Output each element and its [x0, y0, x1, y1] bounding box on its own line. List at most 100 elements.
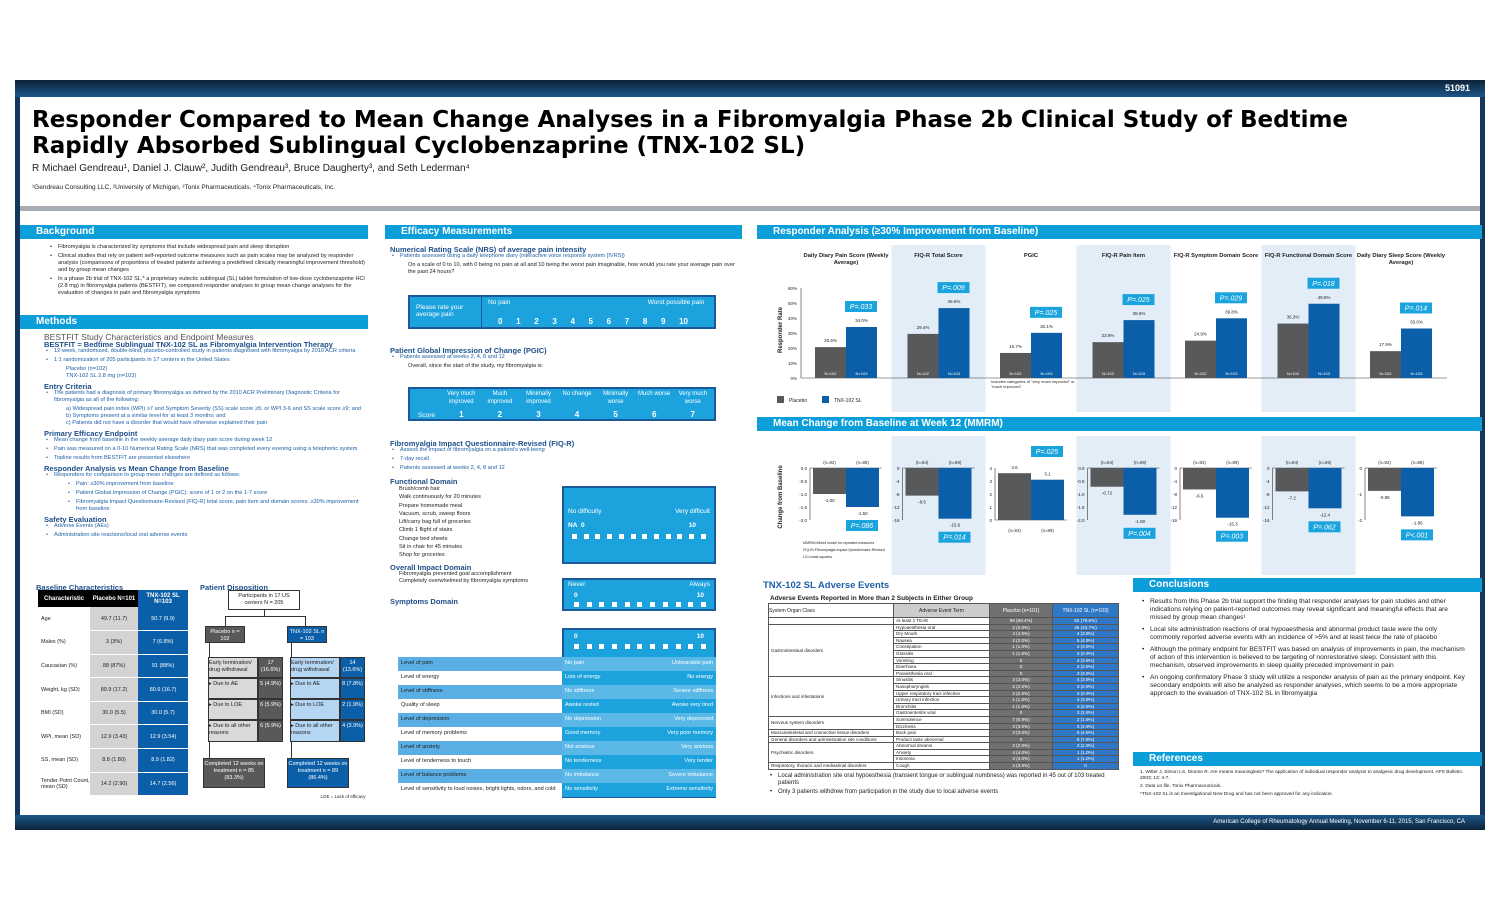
scale-checkbox[interactable] [650, 644, 656, 649]
bar-placebo [1000, 352, 1031, 378]
symptom-low: Good memory [565, 730, 601, 736]
symptom-label: Level of sensitivity to loud noises, bri… [401, 786, 556, 792]
bar-tnx [938, 308, 970, 378]
ae-tnx-value: 2 (1.9%) [1052, 715, 1119, 724]
pgic-options: Very much improved 1 Much improved 2 Minimal… [442, 391, 712, 419]
chart-footnote: LS=Least squares [803, 555, 832, 559]
primary-bullet: Mean change from baseline in the weekly … [44, 437, 366, 444]
bar-n-label: N=102 [1380, 371, 1393, 376]
y-tick-label: 0 [1359, 466, 1362, 471]
authors: R Michael Gendreau¹, Daniel J. Clauw², J… [32, 163, 470, 174]
scale-checkbox[interactable] [612, 602, 618, 607]
entry-item: a) Widespread pain index (WPI) ≥7 and Sy… [66, 406, 361, 412]
scale-checkbox[interactable] [662, 602, 668, 607]
bar-placebo [1185, 340, 1216, 378]
ae-tnx-value: 3 (2.9%) [1052, 682, 1119, 691]
scale-checkbox[interactable] [675, 602, 681, 607]
functional-items: Brush/comb hair Walk continuously for 20 … [390, 485, 740, 560]
scale-checkbox[interactable] [599, 602, 605, 607]
connector-line [225, 616, 226, 626]
symptom-row: Level of balance problems No imbalance Sev… [398, 769, 716, 783]
scale-checkbox[interactable] [665, 534, 671, 539]
baseline-column-header: Characteristic [38, 590, 90, 607]
arm-placebo: Placebo (n=102) [66, 366, 108, 372]
baseline-cell: BMI (SD) [38, 701, 90, 726]
scale-checkbox[interactable] [612, 644, 618, 649]
bar-value-label: 46.6% [948, 299, 961, 304]
overall-item: Fibromyalgia prevented goal accomplishme… [399, 570, 512, 577]
scale-checkbox[interactable] [630, 534, 636, 539]
scale-checkbox[interactable] [586, 644, 592, 649]
p-value-text: P=.018 [1312, 281, 1334, 288]
pgic-option-label: Minimally improved [525, 391, 551, 405]
ae-tnx-value: 0 [1052, 762, 1119, 770]
symptom-row: Level of pain No pain Unbearable pain [398, 657, 716, 671]
pgic-option-score: 4 [574, 410, 580, 419]
scale-checkbox[interactable] [688, 644, 694, 649]
baseline-header-row: Characteristic Placebo N=101 TNX-102 SL N=… [38, 590, 188, 607]
scale-checkbox[interactable] [637, 644, 643, 649]
methods-subtitle: BESTFIT = Bedtime Sublingual TNX-102 SL … [44, 340, 333, 349]
scale-checkbox[interactable] [574, 644, 579, 649]
disposition-total-box: Participants in 17 US centers N = 205 [228, 590, 300, 610]
scale-checkbox[interactable] [677, 534, 683, 539]
scale-checkbox[interactable] [574, 602, 579, 607]
ae-tnx-value: 5 (4.9%) [1052, 636, 1119, 645]
baseline-cell: SS, mean (SD) [38, 748, 90, 773]
scale-checkbox[interactable] [599, 644, 605, 649]
symptom-anchors: Lots of energy No energy [562, 671, 716, 685]
scale-checkbox[interactable] [624, 602, 630, 607]
scale-checkbox[interactable] [700, 644, 706, 649]
bar-n-label: (n=84) [1101, 460, 1114, 465]
legend-label-tnx: TNX-102 SL [834, 398, 862, 404]
symptom-low: Lots of energy [565, 674, 601, 680]
disposition-placebo-reason: Early termination/ drug withdrawal [208, 657, 258, 678]
category-text: FIQ-R Total Score [914, 253, 963, 259]
symptom-high: Very poor memory [667, 730, 713, 736]
symptom-label: Quality of sleep [401, 702, 440, 708]
scale-checkbox[interactable] [607, 534, 613, 539]
scale-checkbox[interactable] [662, 644, 668, 649]
category-text: Daily Diary Sleep Score (Weekly Average) [1356, 253, 1446, 266]
scale-checkbox[interactable] [586, 602, 592, 607]
background-list: Fibromyalgia is characterized by symptom… [48, 244, 366, 299]
p-value-badge [1401, 529, 1433, 541]
scale-checkbox[interactable] [572, 534, 577, 539]
baseline-cell: 30.0 (5.7) [138, 701, 188, 726]
y-tick-label: -1 [1358, 492, 1362, 497]
ae-tnx-value: 5 (4.9%) [1052, 729, 1119, 737]
disposition-tnx-count: 4 (3.9%) [340, 720, 365, 742]
y-tick-label: -12 [1263, 505, 1270, 510]
scale-checkbox[interactable] [583, 534, 589, 539]
scale-checkbox[interactable] [642, 534, 648, 539]
scale-checkbox[interactable] [689, 534, 695, 539]
bar-n-label: (n=88) [856, 460, 869, 465]
ae-placebo-value: 0 [989, 669, 1053, 678]
scale-checkbox[interactable] [618, 534, 624, 539]
bar-value-label: 34.0% [855, 318, 868, 323]
scale-checkbox[interactable] [700, 534, 706, 539]
ae-term: Nasopharyngitis [893, 682, 990, 691]
scale-checkbox[interactable] [688, 602, 694, 607]
ae-organ-class: Respiratory, thoracic and mediastinal di… [768, 762, 894, 770]
functional-item: Sit in chair for 45 minutes [399, 544, 463, 551]
scale-checkbox[interactable] [650, 602, 656, 607]
responder-item: Patient Global Impression of Change (PGI… [66, 490, 366, 497]
bar-value-label: 3.1 [1044, 472, 1051, 477]
pgic-score-label: Score [418, 412, 435, 419]
scale-checkbox[interactable] [675, 644, 681, 649]
scale-checkbox[interactable] [700, 602, 706, 607]
ae-placebo-value: 2 (2.0%) [989, 742, 1053, 750]
methods-body: BESTFIT Study Characteristics and Endpoi… [44, 333, 366, 541]
scale-checkbox[interactable] [654, 534, 660, 539]
connector-line [225, 616, 305, 617]
scale-checkbox[interactable] [637, 602, 643, 607]
ae-row: At least 1 TEAE 59 (58.4%) 82 (79.6%) [768, 617, 1119, 625]
scale-checkbox[interactable] [595, 534, 601, 539]
bar-n-label: (n=82) [823, 460, 836, 465]
p-value-badge [845, 301, 877, 312]
y-tick-label: -8 [1173, 492, 1177, 497]
symptoms-min: 0 [574, 633, 578, 640]
scale-checkbox[interactable] [624, 644, 630, 649]
study-list: 12-week, randomized, double-blind, place… [44, 348, 366, 364]
